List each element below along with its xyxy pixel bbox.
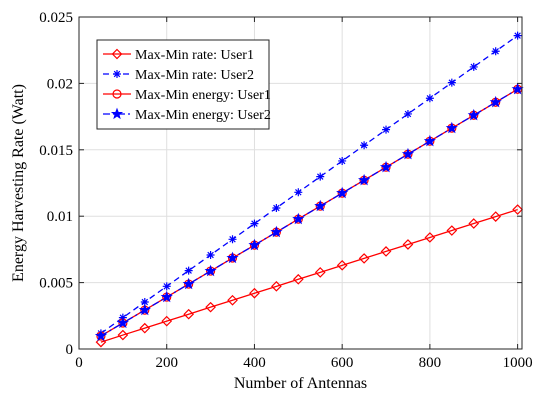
data-point-diamond — [139, 322, 151, 334]
data-point-asterisk — [162, 282, 171, 291]
data-point-star — [204, 264, 217, 277]
data-point-star — [379, 160, 393, 173]
legend-entry: Max-Min energy: User1 — [135, 88, 271, 103]
series-line — [100, 35, 518, 334]
data-point-asterisk — [382, 125, 391, 134]
x-axis-label: Number of Antennas — [234, 375, 367, 392]
data-point-star — [467, 108, 480, 121]
data-point-asterisk — [250, 219, 259, 228]
legend-box — [96, 39, 270, 130]
legend-entry: Max-Min rate: User1 — [135, 48, 254, 63]
data-point-diamond — [468, 218, 480, 229]
data-point-asterisk — [140, 297, 149, 306]
data-point-star — [423, 134, 436, 147]
data-point-diamond — [358, 253, 370, 264]
data-point-star — [401, 147, 415, 160]
data-point-diamond — [271, 280, 282, 292]
series-line — [100, 88, 518, 337]
data-point-star — [292, 212, 305, 225]
data-point-asterisk — [469, 62, 478, 71]
data-point-asterisk — [184, 266, 193, 275]
series-1 — [95, 204, 523, 348]
data-point-asterisk — [425, 94, 434, 103]
data-point-asterisk — [316, 172, 325, 181]
data-point-asterisk — [360, 141, 369, 150]
y-axis-label: Energy Harvesting Rate (Watt) — [10, 84, 27, 282]
data-point-diamond — [227, 294, 238, 306]
data-point-star — [182, 277, 195, 290]
data-point-diamond — [161, 315, 173, 327]
data-point-diamond — [424, 232, 436, 243]
data-point-diamond — [249, 287, 260, 299]
series-4 — [94, 82, 524, 342]
x-tick-label: 400 — [243, 355, 266, 371]
data-point-star — [138, 303, 151, 316]
data-point-diamond — [183, 308, 195, 320]
data-point-star — [94, 329, 107, 342]
data-point-circle — [112, 89, 122, 99]
data-point-star — [314, 199, 327, 212]
data-point-star — [116, 316, 129, 329]
y-tick-label: 0.025 — [39, 10, 73, 26]
x-tick-label: 600 — [331, 355, 354, 371]
data-point-diamond — [380, 246, 392, 257]
data-point-star — [160, 290, 173, 303]
data-point-star — [445, 121, 458, 134]
data-point-asterisk — [513, 31, 522, 40]
data-point-diamond — [117, 329, 129, 341]
data-point-asterisk — [294, 188, 303, 197]
data-point-diamond — [314, 267, 326, 278]
data-point-asterisk — [206, 250, 215, 259]
data-point-diamond — [205, 301, 216, 313]
data-point-asterisk — [113, 70, 121, 78]
plot-frame — [78, 16, 523, 350]
x-tick-label: 0 — [75, 355, 83, 371]
data-point-diamond — [292, 273, 304, 285]
data-point-asterisk — [228, 235, 237, 244]
data-point-star — [226, 251, 239, 264]
data-point-star — [110, 107, 124, 120]
y-tick-label: 0 — [66, 342, 74, 358]
data-point-star — [336, 186, 349, 199]
data-point-asterisk — [272, 203, 281, 212]
data-point-asterisk — [491, 47, 500, 56]
legend-entry: Max-Min energy: User2 — [135, 108, 271, 123]
x-tick-label: 200 — [155, 355, 178, 371]
data-point-star — [248, 238, 261, 251]
y-tick-label: 0.01 — [47, 209, 73, 225]
y-tick-label: 0.015 — [39, 143, 73, 159]
x-tick-label: 1000 — [503, 355, 533, 371]
data-point-asterisk — [447, 78, 456, 87]
data-point-asterisk — [338, 156, 347, 165]
data-point-diamond — [336, 259, 348, 271]
legend: Max-Min rate: User1 Max-Min rate: User2 Ma… — [96, 39, 271, 130]
y-tick-label: 0.005 — [39, 276, 73, 292]
data-point-star — [489, 95, 502, 108]
y-tick-label: 0.02 — [47, 76, 73, 92]
data-point-star — [270, 225, 283, 238]
legend-entry: Max-Min rate: User2 — [135, 68, 254, 83]
data-point-diamond — [111, 48, 123, 60]
data-point-diamond — [446, 225, 458, 236]
data-point-star — [358, 173, 371, 186]
ticks: 0 200 400 600 800 1000 0 0.005 0.01 0.015 0.02 0.02… — [39, 10, 532, 371]
x-tick-label: 800 — [419, 355, 442, 371]
data-point-diamond — [490, 211, 502, 222]
data-point-diamond — [402, 239, 414, 250]
data-point-asterisk — [403, 109, 412, 118]
series-layer — [94, 31, 524, 348]
data-point-diamond — [512, 204, 523, 215]
